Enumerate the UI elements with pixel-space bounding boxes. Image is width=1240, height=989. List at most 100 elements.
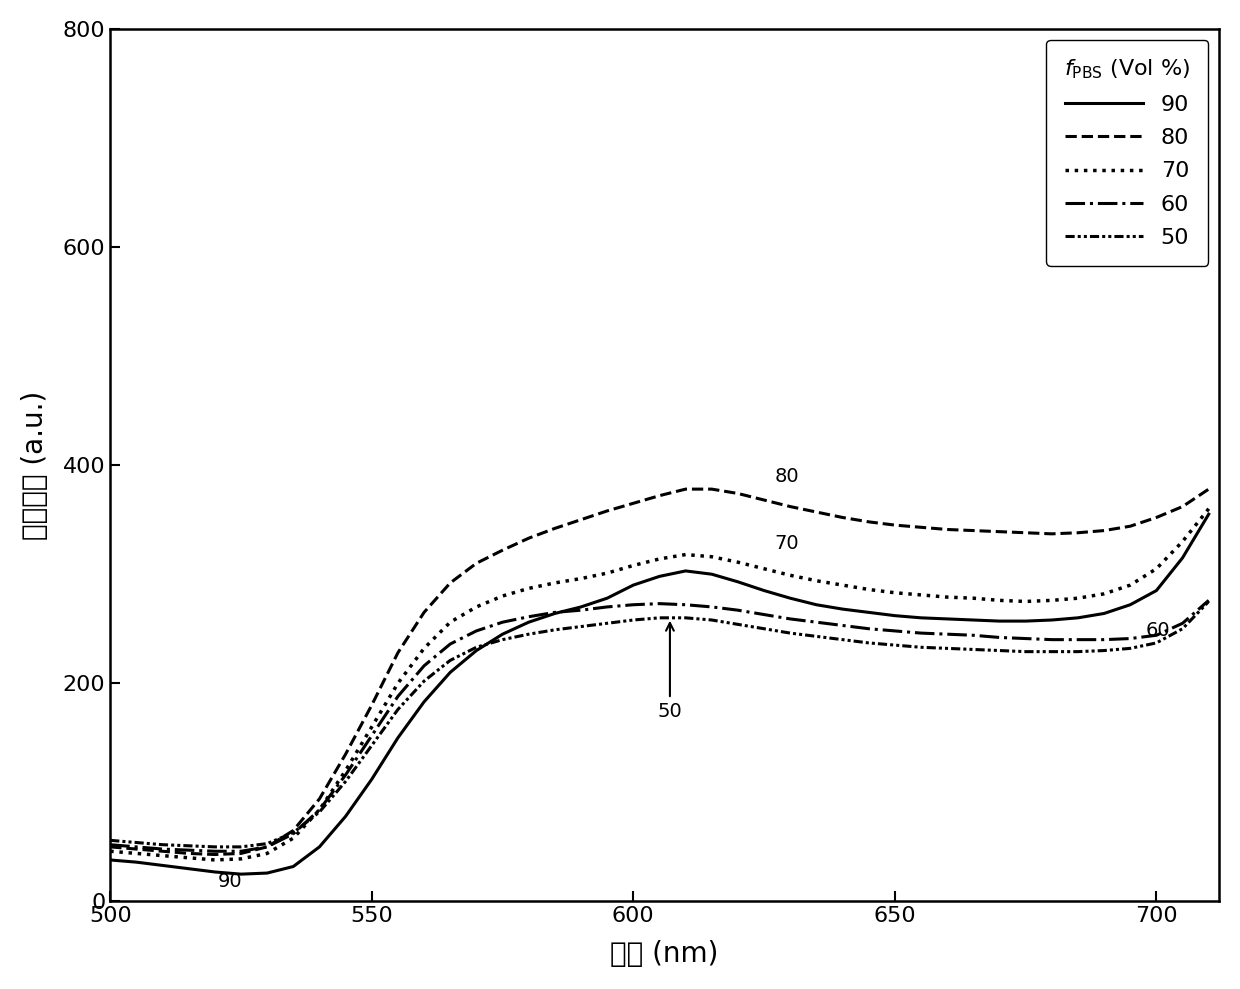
70 bbox=[443, 616, 458, 628]
Text: 60: 60 bbox=[1146, 621, 1171, 641]
70 bbox=[966, 592, 981, 604]
50 bbox=[495, 634, 510, 646]
90 bbox=[1202, 508, 1216, 520]
80 bbox=[914, 521, 929, 533]
90 bbox=[600, 592, 615, 604]
80 bbox=[391, 647, 405, 659]
50 bbox=[678, 612, 693, 624]
70 bbox=[1176, 535, 1190, 547]
90 bbox=[808, 598, 823, 610]
Text: 50: 50 bbox=[657, 623, 682, 721]
50 bbox=[155, 839, 170, 851]
50 bbox=[181, 840, 196, 852]
50 bbox=[626, 614, 641, 626]
50 bbox=[1122, 643, 1137, 655]
80 bbox=[704, 484, 719, 495]
60 bbox=[312, 804, 327, 816]
50 bbox=[730, 618, 745, 630]
60 bbox=[966, 629, 981, 641]
90 bbox=[469, 645, 484, 657]
Y-axis label: 药光强度 (a.u.): 药光强度 (a.u.) bbox=[21, 391, 48, 540]
90 bbox=[835, 603, 849, 615]
50 bbox=[862, 637, 877, 649]
90 bbox=[652, 571, 667, 583]
50 bbox=[521, 628, 536, 640]
60 bbox=[129, 841, 144, 853]
70 bbox=[782, 570, 797, 582]
50 bbox=[574, 621, 589, 633]
80 bbox=[1176, 500, 1190, 512]
80 bbox=[417, 606, 432, 618]
90 bbox=[992, 615, 1007, 627]
50 bbox=[365, 740, 379, 752]
70 bbox=[155, 850, 170, 861]
80 bbox=[103, 841, 118, 853]
50 bbox=[286, 827, 301, 839]
80 bbox=[1202, 484, 1216, 495]
70 bbox=[1122, 580, 1137, 591]
70 bbox=[286, 832, 301, 844]
90 bbox=[730, 576, 745, 587]
80 bbox=[155, 846, 170, 857]
90 bbox=[1149, 584, 1164, 596]
80 bbox=[808, 506, 823, 518]
70 bbox=[940, 591, 955, 603]
80 bbox=[547, 522, 562, 534]
80 bbox=[756, 494, 771, 506]
70 bbox=[365, 721, 379, 733]
90 bbox=[914, 612, 929, 624]
60 bbox=[940, 628, 955, 640]
Text: 80: 80 bbox=[775, 467, 799, 486]
50 bbox=[756, 623, 771, 635]
80 bbox=[835, 511, 849, 523]
50 bbox=[914, 641, 929, 653]
60 bbox=[547, 606, 562, 618]
70 bbox=[312, 804, 327, 816]
50 bbox=[808, 630, 823, 642]
60 bbox=[521, 611, 536, 623]
60 bbox=[1122, 633, 1137, 645]
50 bbox=[1176, 623, 1190, 635]
50 bbox=[103, 835, 118, 847]
60 bbox=[914, 627, 929, 639]
60 bbox=[756, 608, 771, 620]
60 bbox=[365, 730, 379, 742]
70 bbox=[626, 560, 641, 572]
80 bbox=[259, 841, 274, 853]
60 bbox=[233, 846, 248, 857]
50 bbox=[1070, 646, 1085, 658]
70 bbox=[835, 580, 849, 591]
80 bbox=[286, 825, 301, 837]
80 bbox=[1096, 524, 1111, 536]
60 bbox=[207, 846, 222, 857]
80 bbox=[312, 793, 327, 805]
50 bbox=[469, 641, 484, 653]
90 bbox=[365, 773, 379, 785]
60 bbox=[417, 660, 432, 672]
90 bbox=[626, 580, 641, 591]
60 bbox=[782, 613, 797, 625]
80 bbox=[1122, 520, 1137, 532]
90 bbox=[1070, 612, 1085, 624]
80 bbox=[730, 488, 745, 499]
80 bbox=[443, 577, 458, 588]
70 bbox=[862, 584, 877, 595]
90 bbox=[756, 584, 771, 596]
60 bbox=[652, 597, 667, 609]
60 bbox=[862, 623, 877, 635]
Line: 80: 80 bbox=[110, 490, 1209, 854]
80 bbox=[521, 532, 536, 544]
50 bbox=[992, 645, 1007, 657]
Line: 70: 70 bbox=[110, 508, 1209, 860]
50 bbox=[966, 644, 981, 656]
50 bbox=[547, 624, 562, 636]
70 bbox=[1018, 595, 1033, 607]
70 bbox=[469, 601, 484, 613]
90 bbox=[1096, 607, 1111, 619]
Line: 60: 60 bbox=[110, 600, 1209, 852]
90 bbox=[704, 569, 719, 581]
60 bbox=[704, 601, 719, 613]
70 bbox=[756, 563, 771, 575]
90 bbox=[495, 628, 510, 640]
50 bbox=[1096, 645, 1111, 657]
